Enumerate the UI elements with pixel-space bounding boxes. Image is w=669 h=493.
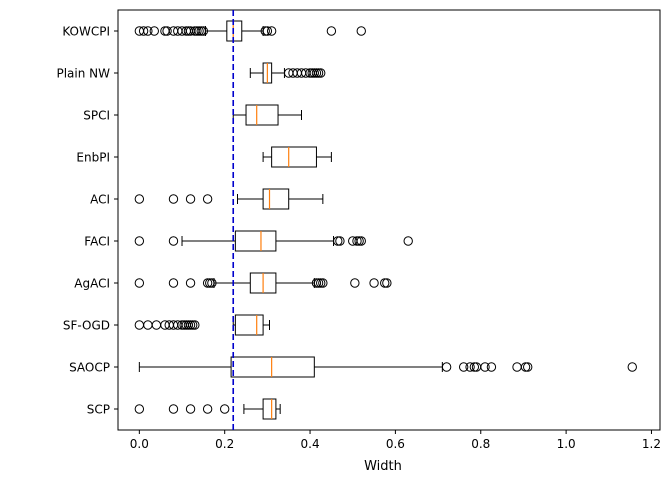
x-axis-label: Width <box>364 459 402 474</box>
flier-saocp <box>471 362 482 372</box>
flier-agaci <box>207 278 217 288</box>
flier-saocp <box>512 362 522 372</box>
flier-agaci <box>313 278 324 288</box>
flier-aci <box>202 194 213 204</box>
flier-sf-ogd <box>190 320 200 330</box>
box-faci <box>234 230 277 252</box>
y-tick-label-sf-ogd: SF-OGD <box>63 319 110 333</box>
y-tick-label-plain-nw: Plain NW <box>56 67 110 81</box>
flier-kowcpi <box>326 26 337 36</box>
box-sf-ogd <box>234 314 264 336</box>
flier-saocp <box>523 362 533 372</box>
y-tick-label-faci: FACI <box>84 235 110 249</box>
flier-faci <box>335 236 345 246</box>
flier-agaci <box>369 278 379 288</box>
x-tick-label: 0.8 <box>471 437 490 451</box>
x-tick-label: 0.0 <box>130 437 149 451</box>
flier-saocp <box>469 362 480 372</box>
flier-agaci <box>134 278 145 288</box>
flier-faci <box>403 236 413 246</box>
flier-plain-nw <box>309 68 320 78</box>
y-tick-label-aci: ACI <box>90 193 110 207</box>
flier-sf-ogd <box>151 320 162 330</box>
flier-plain-nw <box>311 68 322 78</box>
flier-faci <box>134 236 145 246</box>
flier-sf-ogd <box>183 320 194 330</box>
flier-agaci <box>202 278 213 288</box>
flier-kowcpi <box>162 26 172 36</box>
flier-scp <box>202 404 213 414</box>
flier-agaci <box>382 278 392 288</box>
flier-plain-nw <box>316 68 326 78</box>
flier-scp <box>134 404 145 414</box>
flier-scp <box>219 404 230 414</box>
flier-kowcpi <box>149 26 159 36</box>
box-aci <box>262 188 290 210</box>
flier-sf-ogd <box>187 320 198 330</box>
flier-faci <box>352 236 362 246</box>
x-tick-label: 1.0 <box>557 437 576 451</box>
flier-kowcpi <box>192 26 202 36</box>
flier-kowcpi <box>356 26 366 36</box>
flier-agaci <box>380 278 390 288</box>
flier-faci <box>168 236 179 246</box>
flier-kowcpi <box>198 26 209 36</box>
flier-plain-nw <box>313 68 324 78</box>
box-kowcpi <box>226 20 243 42</box>
flier-aci <box>185 194 196 204</box>
y-tick-label-saocp: SAOCP <box>69 361 110 375</box>
flier-saocp <box>520 362 531 372</box>
flier-aci <box>134 194 145 204</box>
flier-saocp <box>465 362 475 372</box>
flier-agaci <box>311 278 322 288</box>
flier-agaci <box>316 278 326 288</box>
y-tick-label-kowcpi: KOWCPI <box>62 25 110 39</box>
y-tick-label-spci: SPCI <box>83 109 110 123</box>
flier-sf-ogd <box>143 320 153 330</box>
flier-saocp <box>441 362 452 372</box>
flier-kowcpi <box>143 26 153 36</box>
flier-kowcpi <box>138 26 149 36</box>
flier-scp <box>168 404 179 414</box>
flier-saocp <box>480 362 490 372</box>
flier-scp <box>185 404 196 414</box>
flier-faci <box>333 236 343 246</box>
flier-kowcpi <box>262 26 273 36</box>
plot-area: 0.0 0.2 0.4 0.6 0.8 1.0 1.2 KOWCPI Plain NW SPCI E… <box>56 9 661 451</box>
flier-kowcpi <box>194 26 204 36</box>
flier-faci <box>354 236 364 246</box>
x-tick-label: 0.4 <box>301 437 320 451</box>
x-tick-label: 0.6 <box>386 437 405 451</box>
box-spci <box>245 104 279 126</box>
y-tick-label-agaci: AgACI <box>74 277 110 291</box>
flier-faci <box>356 236 366 246</box>
flier-kowcpi <box>260 26 270 36</box>
flier-saocp <box>627 362 637 372</box>
flier-saocp <box>486 362 497 372</box>
flier-agaci <box>168 278 179 288</box>
box-saocp <box>230 356 315 378</box>
flier-kowcpi <box>160 26 170 36</box>
x-tick-label: 1.2 <box>642 437 661 451</box>
x-tick-label: 0.2 <box>215 437 234 451</box>
flier-agaci <box>318 278 328 288</box>
box-scp <box>262 398 277 420</box>
flier-aci <box>168 194 179 204</box>
plot-frame <box>117 9 661 431</box>
flier-saocp <box>458 362 469 372</box>
y-tick-label-enbpi: EnbPI <box>76 151 110 165</box>
flier-agaci <box>350 278 360 288</box>
box-enbpi <box>271 146 317 168</box>
flier-kowcpi <box>266 26 277 36</box>
flier-sf-ogd <box>134 320 145 330</box>
flier-kowcpi <box>196 26 206 36</box>
y-tick-label-scp: SCP <box>87 403 110 417</box>
flier-sf-ogd <box>185 320 196 330</box>
flier-agaci <box>205 278 215 288</box>
flier-agaci <box>185 278 196 288</box>
